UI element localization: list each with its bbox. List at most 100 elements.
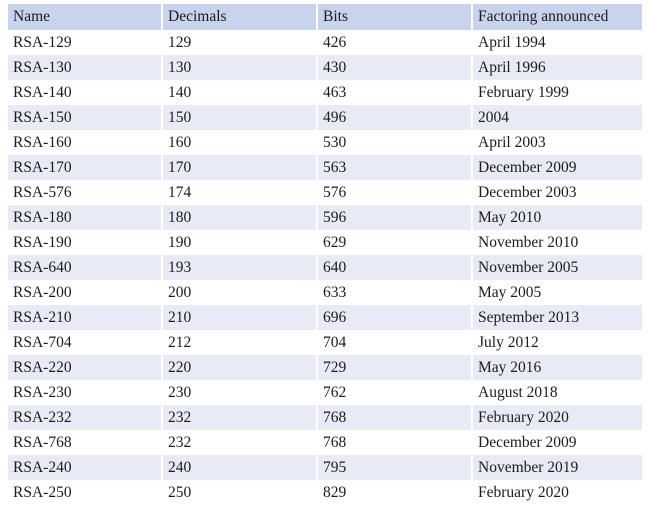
column-header-factoring-announced: Factoring announced [473,4,642,30]
cell-name: RSA-576 [8,180,161,205]
cell-decimals: 230 [163,380,316,405]
cell-name: RSA-200 [8,280,161,305]
cell-decimals: 150 [163,105,316,130]
cell-decimals: 140 [163,80,316,105]
cell-decimals: 129 [163,30,316,55]
cell-decimals: 130 [163,55,316,80]
table-body: RSA-129 129 426 April 1994 RSA-130 130 430 Apri… [8,30,642,505]
cell-name: RSA-230 [8,380,161,405]
cell-bits: 496 [318,105,471,130]
cell-bits: 768 [318,430,471,455]
table-row: RSA-240 240 795 November 2019 [8,455,642,480]
table-row: RSA-220 220 729 May 2016 [8,355,642,380]
cell-bits: 640 [318,255,471,280]
table-row: RSA-160 160 530 April 2003 [8,130,642,155]
rsa-numbers-table-container: Name Decimals Bits Factoring announced R… [6,4,642,505]
cell-factoring-announced: December 2009 [473,155,642,180]
table-row: RSA-180 180 596 May 2010 [8,205,642,230]
cell-bits: 633 [318,280,471,305]
cell-factoring-announced: July 2012 [473,330,642,355]
cell-bits: 563 [318,155,471,180]
cell-factoring-announced: December 2009 [473,430,642,455]
cell-decimals: 170 [163,155,316,180]
cell-name: RSA-768 [8,430,161,455]
cell-name: RSA-210 [8,305,161,330]
cell-name: RSA-190 [8,230,161,255]
cell-bits: 576 [318,180,471,205]
cell-factoring-announced: November 2019 [473,455,642,480]
cell-bits: 762 [318,380,471,405]
cell-factoring-announced: 2004 [473,105,642,130]
cell-bits: 530 [318,130,471,155]
cell-factoring-announced: August 2018 [473,380,642,405]
cell-name: RSA-250 [8,480,161,505]
table-row: RSA-704 212 704 July 2012 [8,330,642,355]
cell-factoring-announced: April 2003 [473,130,642,155]
cell-factoring-announced: November 2005 [473,255,642,280]
cell-bits: 696 [318,305,471,330]
cell-decimals: 160 [163,130,316,155]
cell-name: RSA-180 [8,205,161,230]
cell-name: RSA-140 [8,80,161,105]
table-row: RSA-170 170 563 December 2009 [8,155,642,180]
rsa-numbers-table: Name Decimals Bits Factoring announced R… [6,4,644,505]
cell-factoring-announced: December 2003 [473,180,642,205]
cell-decimals: 180 [163,205,316,230]
cell-bits: 729 [318,355,471,380]
cell-factoring-announced: February 1999 [473,80,642,105]
cell-decimals: 174 [163,180,316,205]
cell-bits: 430 [318,55,471,80]
cell-factoring-announced: February 2020 [473,405,642,430]
table-row: RSA-190 190 629 November 2010 [8,230,642,255]
cell-decimals: 193 [163,255,316,280]
cell-name: RSA-240 [8,455,161,480]
table-row: RSA-129 129 426 April 1994 [8,30,642,55]
cell-bits: 704 [318,330,471,355]
cell-decimals: 232 [163,405,316,430]
table-row: RSA-200 200 633 May 2005 [8,280,642,305]
column-header-name: Name [8,4,161,30]
table-row: RSA-640 193 640 November 2005 [8,255,642,280]
cell-factoring-announced: February 2020 [473,480,642,505]
cell-decimals: 250 [163,480,316,505]
column-header-decimals: Decimals [163,4,316,30]
cell-factoring-announced: April 1996 [473,55,642,80]
cell-factoring-announced: May 2010 [473,205,642,230]
cell-decimals: 200 [163,280,316,305]
table-row: RSA-140 140 463 February 1999 [8,80,642,105]
column-header-bits: Bits [318,4,471,30]
cell-name: RSA-232 [8,405,161,430]
cell-decimals: 212 [163,330,316,355]
cell-factoring-announced: April 1994 [473,30,642,55]
table-row: RSA-250 250 829 February 2020 [8,480,642,505]
table-row: RSA-150 150 496 2004 [8,105,642,130]
cell-name: RSA-150 [8,105,161,130]
cell-name: RSA-220 [8,355,161,380]
cell-name: RSA-160 [8,130,161,155]
cell-bits: 629 [318,230,471,255]
cell-factoring-announced: May 2005 [473,280,642,305]
cell-bits: 768 [318,405,471,430]
table-row: RSA-232 232 768 February 2020 [8,405,642,430]
table-row: RSA-576 174 576 December 2003 [8,180,642,205]
cell-bits: 795 [318,455,471,480]
cell-bits: 426 [318,30,471,55]
table-row: RSA-210 210 696 September 2013 [8,305,642,330]
cell-name: RSA-130 [8,55,161,80]
cell-name: RSA-129 [8,30,161,55]
header-row: Name Decimals Bits Factoring announced [8,4,642,30]
table-row: RSA-130 130 430 April 1996 [8,55,642,80]
cell-name: RSA-170 [8,155,161,180]
cell-name: RSA-704 [8,330,161,355]
cell-factoring-announced: November 2010 [473,230,642,255]
cell-bits: 829 [318,480,471,505]
cell-decimals: 232 [163,430,316,455]
cell-decimals: 240 [163,455,316,480]
cell-decimals: 220 [163,355,316,380]
cell-factoring-announced: September 2013 [473,305,642,330]
table-row: RSA-230 230 762 August 2018 [8,380,642,405]
cell-bits: 596 [318,205,471,230]
cell-decimals: 210 [163,305,316,330]
cell-decimals: 190 [163,230,316,255]
table-row: RSA-768 232 768 December 2009 [8,430,642,455]
